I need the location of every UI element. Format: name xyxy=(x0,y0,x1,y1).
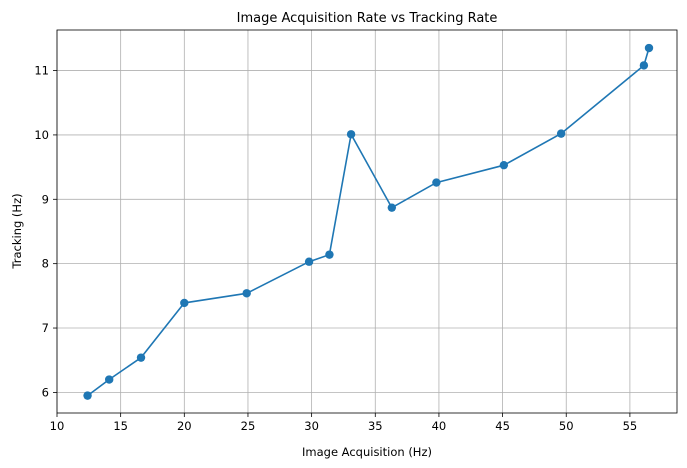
data-point xyxy=(136,353,146,362)
y-tick-label: 6 xyxy=(42,385,49,399)
y-axis-label: Tracking (Hz) xyxy=(10,193,24,269)
x-tick-label: 50 xyxy=(559,419,574,433)
data-point xyxy=(644,43,654,53)
data-point xyxy=(346,130,356,139)
x-tick-label: 10 xyxy=(50,419,65,433)
x-tick-label: 55 xyxy=(623,419,638,433)
data-point xyxy=(432,178,441,187)
series-line xyxy=(87,47,650,397)
data-point xyxy=(499,160,509,170)
x-tick-label: 15 xyxy=(113,419,128,433)
data-point xyxy=(242,289,251,298)
y-tick-label: 9 xyxy=(42,192,49,206)
data-points xyxy=(83,43,654,400)
y-tick-label: 8 xyxy=(42,257,49,271)
data-point xyxy=(304,257,314,266)
plot-frame xyxy=(56,29,678,414)
x-tick-label: 40 xyxy=(432,419,447,433)
y-gridlines xyxy=(57,70,677,393)
y-tick-label: 11 xyxy=(34,64,49,78)
data-point xyxy=(639,61,649,70)
data-point xyxy=(180,298,189,308)
x-tick-label: 20 xyxy=(177,419,192,433)
chart-title: Image Acquisition Rate vs Tracking Rate xyxy=(237,11,498,26)
y-axis-ticks: 6 7 8 9 10 11 xyxy=(34,64,57,399)
x-tick-label: 35 xyxy=(368,419,383,433)
x-tick-label: 25 xyxy=(241,419,256,433)
x-tick-label: 30 xyxy=(304,419,319,433)
x-tick-label: 45 xyxy=(495,419,510,433)
x-axis-label: Image Acquisition (Hz) xyxy=(302,445,432,459)
data-point xyxy=(556,129,566,138)
data-point xyxy=(387,203,397,212)
y-tick-label: 7 xyxy=(42,321,49,335)
data-point xyxy=(104,375,114,384)
y-tick-label: 10 xyxy=(34,128,49,142)
x-gridlines xyxy=(56,30,631,413)
data-point xyxy=(83,391,92,400)
x-axis-ticks: 10 15 20 25 30 35 40 45 50 55 xyxy=(50,413,638,433)
data-point xyxy=(325,250,334,259)
